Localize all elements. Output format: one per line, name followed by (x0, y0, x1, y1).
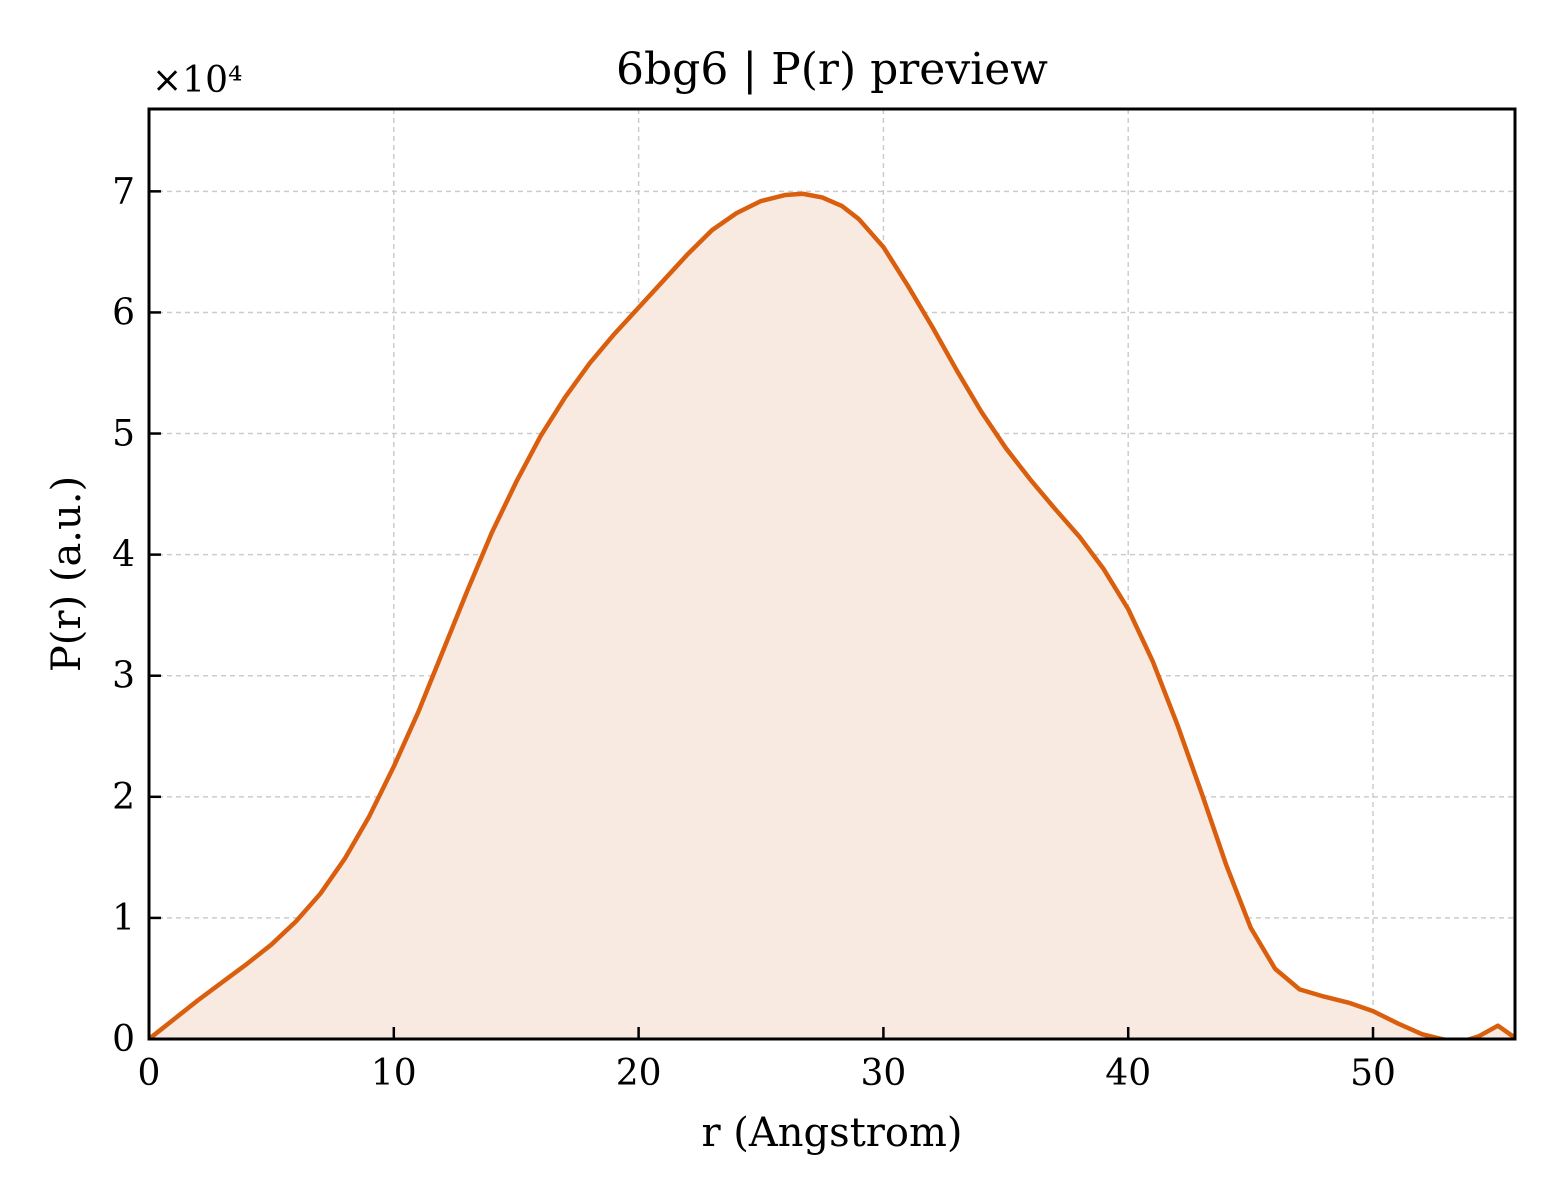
data-layer (149, 191, 1515, 1039)
area-fill (149, 193, 1515, 1039)
x-tick-label: 50 (1350, 1053, 1396, 1094)
axis-ticks: 0 10 20 30 40 50 0 1 2 3 4 5 6 7 (112, 171, 1396, 1094)
y-tick-label: 5 (112, 414, 135, 455)
y-tick-label: 1 (112, 898, 135, 939)
x-tick-label: 30 (861, 1053, 907, 1094)
plot-frame (147, 107, 1517, 1041)
y-axis-label: P(r) (a.u.) (44, 476, 90, 672)
series-line (149, 191, 1515, 1039)
y-tick-label: 6 (112, 292, 135, 333)
x-tick-label: 40 (1105, 1053, 1151, 1094)
y-multiplier-label: ×10⁴ (152, 60, 242, 101)
y-tick-label: 0 (112, 1019, 135, 1060)
y-tick-label: 4 (112, 535, 135, 576)
y-tick-label: 2 (112, 777, 135, 818)
x-axis-label: r (Angstrom) (701, 1110, 962, 1156)
x-tick-label: 20 (616, 1053, 662, 1094)
x-tick-label: 10 (371, 1053, 417, 1094)
y-tick-label: 7 (112, 171, 135, 212)
x-tick-label: 0 (138, 1053, 161, 1094)
chart-title: 6bg6 | P(r) preview (616, 44, 1048, 95)
y-tick-label: 3 (112, 656, 135, 697)
